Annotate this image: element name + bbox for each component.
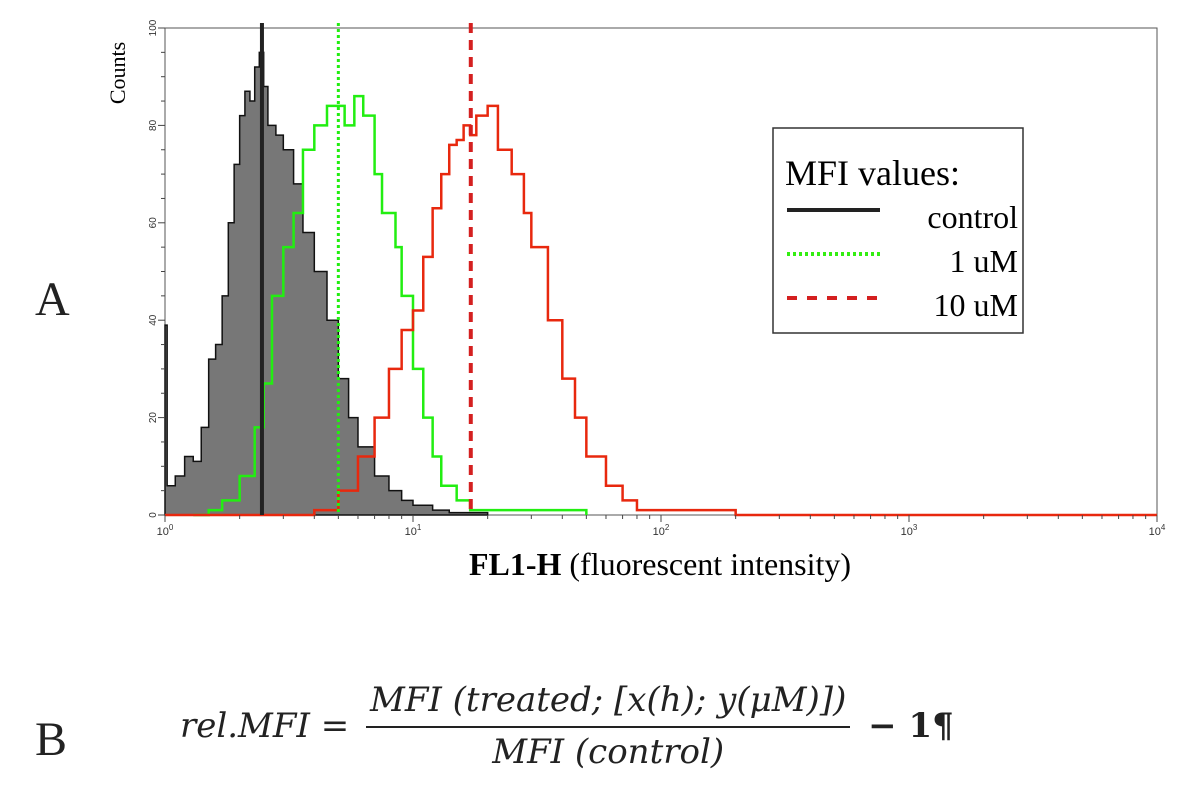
panel-label-a: A (35, 273, 70, 326)
formula-fraction: MFI (treated; [x(h); y(μM)]) MFI (contro… (366, 680, 851, 772)
x-tick-label: 104 (1149, 523, 1166, 538)
y-tick-label: 20 (148, 412, 159, 424)
formula-numerator: MFI (treated; [x(h); y(μM)]) (366, 680, 851, 728)
y-tick-label: 40 (148, 314, 159, 326)
series-10uM-histogram (165, 104, 1157, 517)
y-tick-label: 80 (148, 119, 159, 131)
formula-tail: − 1¶ (856, 706, 954, 746)
y-tick-label: 0 (148, 512, 159, 518)
x-tick-label: 100 (157, 523, 174, 538)
series-control-histogram (164, 51, 489, 516)
legend-title: MFI values: (785, 153, 960, 193)
x-tick-label: 101 (405, 523, 422, 538)
legend-entry: 1 uM (950, 243, 1018, 279)
y-tick-label: 60 (148, 217, 159, 229)
rel-mfi-formula: rel.MFI = MFI (treated; [x(h); y(μM)]) M… (180, 680, 954, 772)
y-axis-label: Counts (105, 42, 130, 104)
x-tick-label: 102 (653, 523, 670, 538)
legend-entry: control (927, 199, 1018, 235)
y-tick-label: 100 (148, 19, 159, 36)
x-axis-label: FL1-H (fluorescent intensity) (469, 546, 851, 582)
histogram-chart: 0 20 40 60 80 100 Counts 100 101 102 103 104 FL1-H (… (105, 19, 1166, 582)
formula-denominator: MFI (control) (492, 732, 725, 772)
legend-entry: 10 uM (934, 287, 1018, 323)
x-tick-label: 103 (901, 523, 918, 538)
panel-label-b: B (35, 713, 68, 766)
formula-equals: = (309, 706, 360, 746)
formula-lhs: rel.MFI (180, 706, 310, 746)
